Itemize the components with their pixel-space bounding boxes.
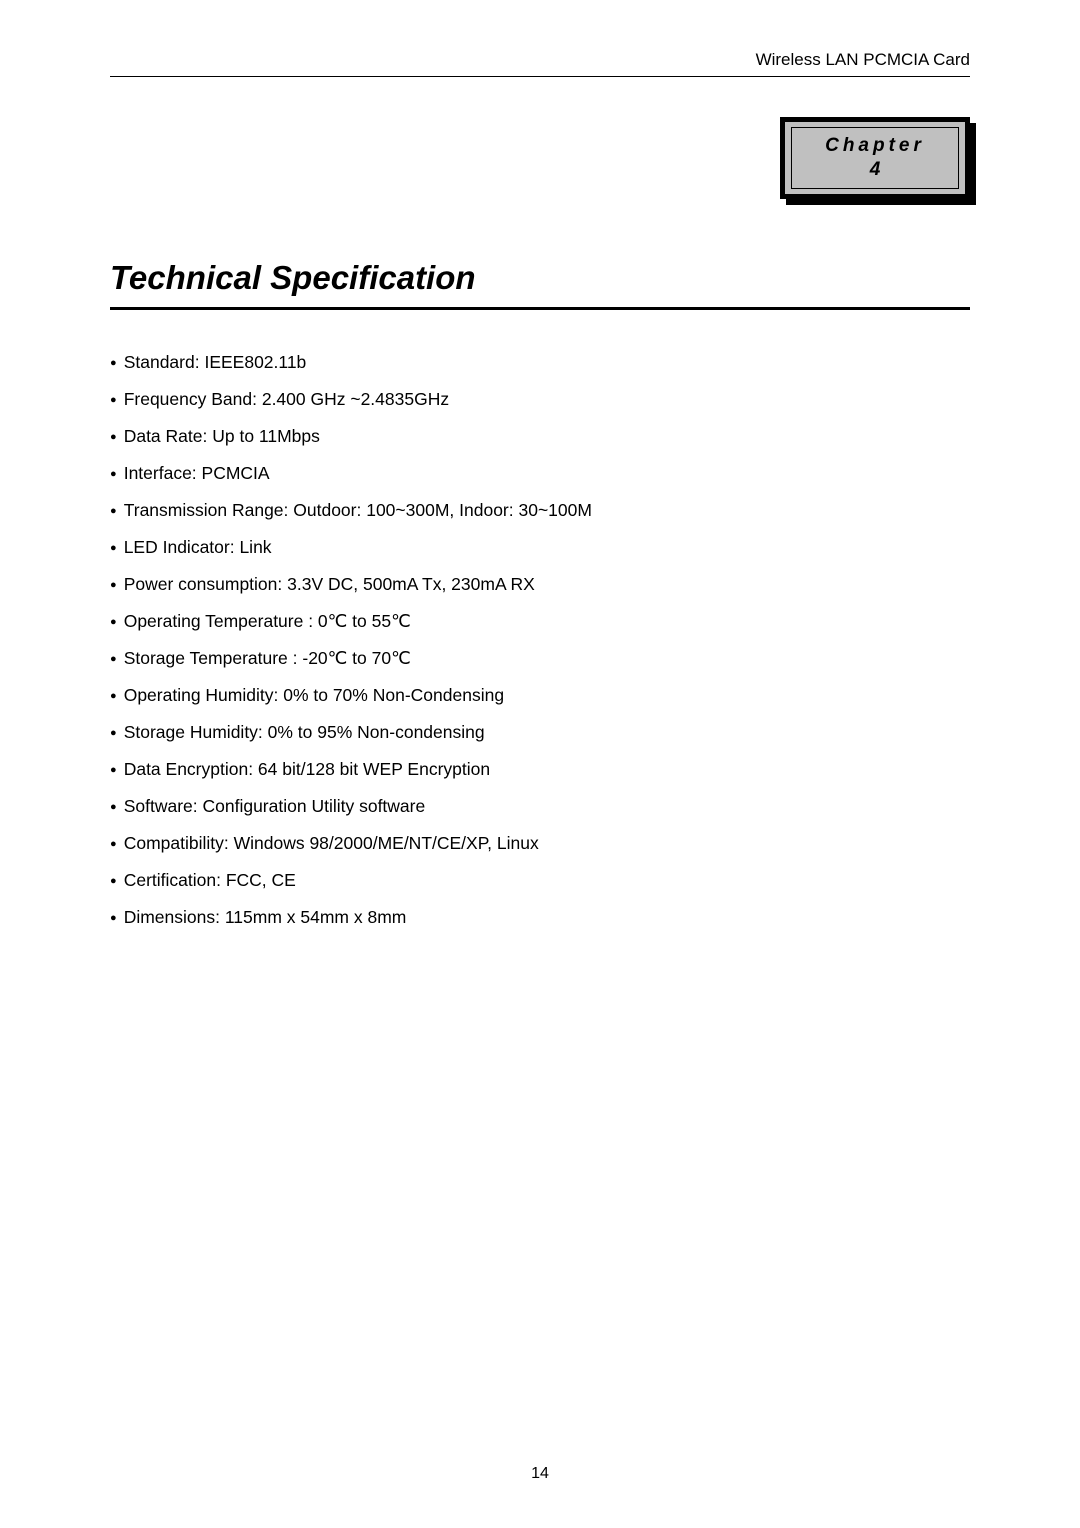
document-page: Wireless LAN PCMCIA Card Chapter 4 Techn… — [0, 0, 1080, 1528]
specification-list: Standard: IEEE802.11b Frequency Band: 2.… — [110, 352, 970, 928]
spec-item: Power consumption: 3.3V DC, 500mA Tx, 23… — [110, 574, 970, 595]
spec-item: Standard: IEEE802.11b — [110, 352, 970, 373]
chapter-box-shadow: Chapter 4 — [780, 117, 970, 199]
spec-item: LED Indicator: Link — [110, 537, 970, 558]
page-header: Wireless LAN PCMCIA Card — [110, 50, 970, 77]
chapter-box-container: Chapter 4 — [110, 117, 970, 199]
spec-item: Storage Temperature : -20℃ to 70℃ — [110, 648, 970, 669]
chapter-label: Chapter — [825, 135, 925, 157]
spec-item: Compatibility: Windows 98/2000/ME/NT/CE/… — [110, 833, 970, 854]
spec-item: Operating Humidity: 0% to 70% Non-Conden… — [110, 685, 970, 706]
spec-item: Data Rate: Up to 11Mbps — [110, 426, 970, 447]
spec-item: Data Encryption: 64 bit/128 bit WEP Encr… — [110, 759, 970, 780]
chapter-box-inner: Chapter 4 — [791, 127, 959, 189]
chapter-box: Chapter 4 — [780, 117, 970, 199]
spec-item: Transmission Range: Outdoor: 100~300M, I… — [110, 500, 970, 521]
spec-item: Software: Configuration Utility software — [110, 796, 970, 817]
header-text: Wireless LAN PCMCIA Card — [756, 50, 970, 69]
spec-item: Operating Temperature : 0℃ to 55℃ — [110, 611, 970, 632]
page-number: 14 — [0, 1465, 1080, 1483]
spec-item: Interface: PCMCIA — [110, 463, 970, 484]
chapter-number: 4 — [870, 159, 881, 181]
spec-item: Frequency Band: 2.400 GHz ~2.4835GHz — [110, 389, 970, 410]
spec-item: Dimensions: 115mm x 54mm x 8mm — [110, 907, 970, 928]
page-title: Technical Specification — [110, 259, 970, 310]
spec-item: Certification: FCC, CE — [110, 870, 970, 891]
spec-item: Storage Humidity: 0% to 95% Non-condensi… — [110, 722, 970, 743]
